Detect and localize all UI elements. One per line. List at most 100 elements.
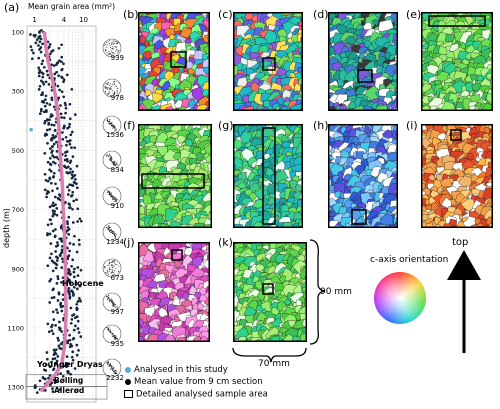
data-point: [52, 64, 56, 67]
data-point: [45, 351, 49, 354]
detailed-sample-area-box: [428, 15, 486, 27]
height-scale-label: 90 mm: [320, 287, 352, 297]
data-point: [35, 391, 39, 394]
data-point: [70, 146, 73, 149]
data-point: [56, 336, 60, 340]
data-point: [44, 94, 48, 98]
data-point: [70, 173, 74, 176]
data-point: [71, 337, 75, 341]
panel-label-g: (g): [218, 119, 234, 132]
data-point: [56, 311, 59, 314]
data-point: [68, 333, 71, 337]
data-point: [47, 83, 51, 86]
data-point: [43, 188, 47, 192]
data-point: [38, 379, 42, 383]
light-blue-dot-icon: [125, 366, 131, 373]
data-point: [50, 325, 53, 329]
data-point: [67, 215, 71, 219]
data-point: [53, 72, 57, 76]
period-bolling-allerod: Bølling Allerød: [54, 376, 86, 395]
y-tick-label: 1300: [7, 384, 24, 392]
data-point: [44, 98, 47, 101]
data-point: [40, 28, 43, 32]
data-point: [48, 279, 51, 283]
data-point: [40, 62, 44, 66]
detailed-sample-area-box: [262, 127, 276, 225]
data-point: [71, 207, 74, 211]
data-point: [49, 52, 52, 56]
data-point: [54, 348, 58, 351]
data-point: [49, 147, 52, 150]
data-point: [76, 207, 80, 211]
thin-section-f: [138, 124, 212, 228]
data-point: [39, 109, 43, 113]
data-point: [73, 316, 77, 320]
thin-section-g: [233, 124, 303, 228]
thumbnail-depth-label: 910: [111, 202, 124, 210]
data-point: [66, 246, 69, 250]
data-point: [51, 175, 55, 179]
data-point: [34, 41, 38, 45]
data-point: [52, 155, 56, 159]
data-point: [74, 324, 77, 328]
data-point: [60, 55, 64, 59]
data-point: [77, 296, 81, 300]
data-point: [51, 134, 55, 137]
data-point: [49, 218, 52, 222]
data-point: [56, 187, 59, 190]
data-point: [45, 192, 49, 195]
data-point: [48, 156, 52, 160]
data-point: [72, 328, 76, 332]
data-point: [75, 164, 79, 168]
data-point: [60, 43, 63, 47]
thin-section-j: [138, 242, 210, 342]
data-point: [53, 381, 57, 384]
panel-label-h: (h): [313, 119, 329, 132]
thin-section-c: [233, 12, 303, 111]
data-point: [73, 267, 76, 271]
data-point: [58, 88, 61, 92]
data-point: [69, 372, 72, 376]
data-point: [78, 284, 82, 288]
data-point: [68, 242, 72, 245]
data-point: [71, 221, 75, 224]
legend-label: Mean value from 9 cm section: [134, 377, 263, 387]
data-point: [38, 112, 42, 116]
fabric-thumbnail: 673: [102, 258, 124, 282]
data-point: [54, 182, 57, 186]
detailed-sample-area-box: [450, 129, 462, 141]
data-point: [71, 350, 75, 354]
data-point: [40, 93, 43, 97]
data-point: [76, 327, 80, 330]
data-point: [54, 250, 57, 253]
data-point: [53, 212, 56, 216]
data-point: [51, 189, 54, 193]
data-point: [70, 176, 74, 180]
data-point: [52, 296, 56, 299]
data-point: [56, 275, 60, 278]
data-point: [60, 76, 64, 80]
data-point: [50, 50, 53, 53]
chart-grid: [26, 25, 97, 403]
data-point: [76, 266, 80, 269]
data-point: [50, 252, 53, 256]
data-point: [60, 330, 63, 333]
data-point: [71, 190, 75, 194]
data-point: [70, 355, 74, 359]
data-point: [62, 126, 65, 130]
panel-label-k: (k): [218, 236, 233, 249]
data-point: [50, 222, 53, 226]
data-point: [66, 193, 70, 196]
data-point: [48, 127, 52, 131]
data-point: [50, 63, 54, 67]
data-point: [64, 111, 67, 115]
data-point: [51, 332, 55, 336]
data-point: [61, 257, 64, 261]
data-point: [55, 70, 58, 74]
data-point: [52, 348, 56, 352]
data-point: [62, 80, 65, 84]
data-point: [60, 266, 64, 269]
data-point: [66, 126, 69, 130]
data-point: [65, 140, 69, 143]
data-point: [30, 57, 34, 61]
